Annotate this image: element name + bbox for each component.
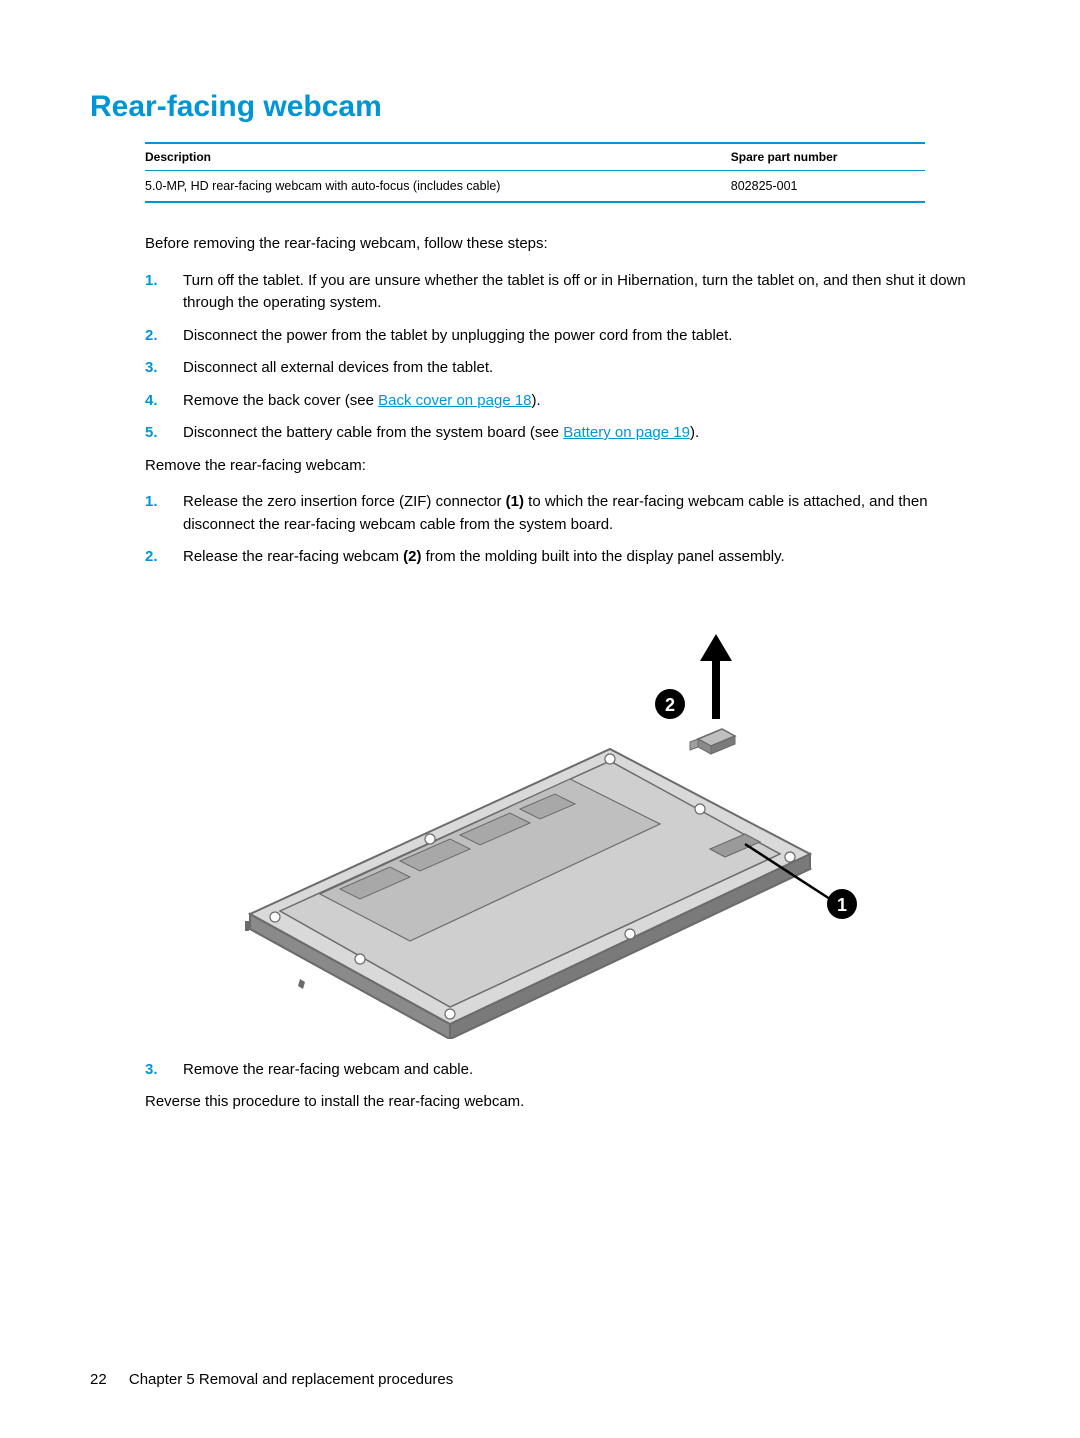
step-text: Remove the rear-facing webcam and cable. (183, 1061, 473, 1078)
list-item: 2. Disconnect the power from the tablet … (145, 325, 990, 348)
step-number: 2. (145, 546, 158, 569)
page-heading: Rear-facing webcam (90, 90, 990, 124)
remove-steps-list: 1. Release the zero insertion force (ZIF… (145, 491, 990, 569)
callout-1-label: 1 (837, 895, 847, 915)
tablet-diagram: 1 2 (190, 599, 890, 1039)
callout-2-label: 2 (665, 695, 675, 715)
page-footer: 22 Chapter 5 Removal and replacement pro… (90, 1371, 453, 1388)
prep-steps-list: 1. Turn off the tablet. If you are unsur… (145, 270, 990, 445)
step-text: Disconnect all external devices from the… (183, 359, 493, 376)
step-text-after: ). (532, 392, 541, 409)
table-header-spare: Spare part number (671, 143, 925, 171)
step-number: 3. (145, 1059, 158, 1082)
chapter-label: Chapter 5 Removal and replacement proced… (129, 1371, 453, 1388)
list-item: 3. Disconnect all external devices from … (145, 357, 990, 380)
step-text: Release the rear-facing webcam (2) from … (183, 548, 785, 565)
step-number: 2. (145, 325, 158, 348)
after-diagram-steps: 3. Remove the rear-facing webcam and cab… (145, 1059, 990, 1082)
step-number: 5. (145, 422, 158, 445)
list-item: 5. Disconnect the battery cable from the… (145, 422, 990, 445)
page-number: 22 (90, 1371, 107, 1388)
list-item: 1. Release the zero insertion force (ZIF… (145, 491, 990, 536)
battery-link[interactable]: Battery on page 19 (563, 424, 690, 441)
step-number: 3. (145, 357, 158, 380)
step-number: 1. (145, 491, 158, 514)
step-text: Disconnect the power from the tablet by … (183, 327, 732, 344)
list-item: 3. Remove the rear-facing webcam and cab… (145, 1059, 990, 1082)
reverse-text: Reverse this procedure to install the re… (145, 1091, 990, 1114)
step-text-before: Disconnect the battery cable from the sy… (183, 424, 563, 441)
back-cover-link[interactable]: Back cover on page 18 (378, 392, 531, 409)
table-header-description: Description (145, 143, 671, 171)
step-text: Turn off the tablet. If you are unsure w… (183, 272, 966, 312)
remove-intro-text: Remove the rear-facing webcam: (145, 455, 990, 478)
step-number: 4. (145, 390, 158, 413)
list-item: 4. Remove the back cover (see Back cover… (145, 390, 990, 413)
list-item: 1. Turn off the tablet. If you are unsur… (145, 270, 990, 315)
list-item: 2. Release the rear-facing webcam (2) fr… (145, 546, 990, 569)
table-cell-spare: 802825-001 (671, 171, 925, 203)
table-row: 5.0-MP, HD rear-facing webcam with auto-… (145, 171, 925, 203)
step-text: Release the zero insertion force (ZIF) c… (183, 493, 928, 533)
step-number: 1. (145, 270, 158, 293)
parts-table: Description Spare part number 5.0-MP, HD… (145, 142, 925, 203)
intro-text: Before removing the rear-facing webcam, … (145, 233, 990, 256)
step-text-after: ). (690, 424, 699, 441)
step-text-before: Remove the back cover (see (183, 392, 378, 409)
table-cell-description: 5.0-MP, HD rear-facing webcam with auto-… (145, 171, 671, 203)
